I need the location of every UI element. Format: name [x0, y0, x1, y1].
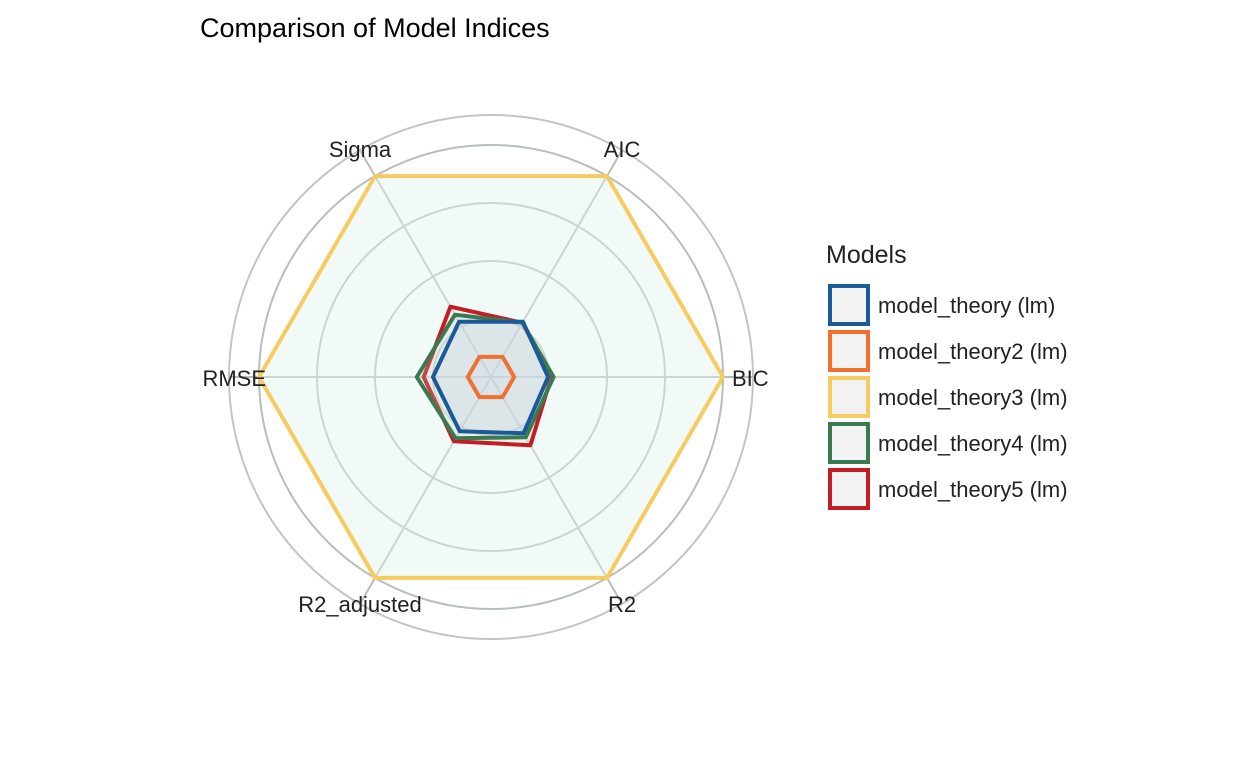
- axis-spoke: [359, 149, 492, 378]
- axis-label-aic: AIC: [604, 137, 641, 162]
- legend-label-model-theory3-lm: model_theory3 (lm): [878, 385, 1068, 410]
- axis-label-bic: BIC: [732, 366, 769, 391]
- series-model-theory-lm: [431, 319, 551, 436]
- axis-label-rmse: RMSE: [202, 366, 266, 391]
- axis-label-r2-adjusted: R2_adjusted: [298, 592, 422, 617]
- legend-swatch-model-theory4-lm: [828, 422, 870, 464]
- legend: Models model_theory (lm) model_theory2 (l…: [826, 241, 1068, 510]
- legend-title: Models: [826, 241, 907, 269]
- axis-spoke: [490, 376, 623, 605]
- series-model-theory4-lm: [414, 312, 556, 441]
- legend-swatch-model-theory2-lm: [828, 330, 870, 372]
- chart-title: Comparison of Model Indices: [200, 13, 550, 43]
- radar-series: [257, 174, 725, 580]
- axis-label-r2: R2: [608, 592, 636, 617]
- series-model-theory3-lm: [257, 174, 725, 580]
- axis-spoke: [490, 149, 623, 378]
- legend-swatch-model-theory5-lm: [828, 468, 870, 510]
- legend-swatch-model-theory3-lm: [828, 376, 870, 418]
- axis-spoke: [359, 376, 492, 605]
- legend-label-model-theory2-lm: model_theory2 (lm): [878, 339, 1068, 364]
- legend-label-model-theory5-lm: model_theory5 (lm): [878, 477, 1068, 502]
- axis-label-sigma: Sigma: [329, 137, 392, 162]
- series-model-theory2-lm: [465, 354, 517, 400]
- legend-label-model-theory-lm: model_theory (lm): [878, 293, 1055, 318]
- legend-swatch-model-theory-lm: [828, 284, 870, 326]
- legend-label-model-theory4-lm: model_theory4 (lm): [878, 431, 1068, 456]
- axis-labels: AIC BIC R2 R2_adjusted RMSE Sigma: [202, 137, 768, 617]
